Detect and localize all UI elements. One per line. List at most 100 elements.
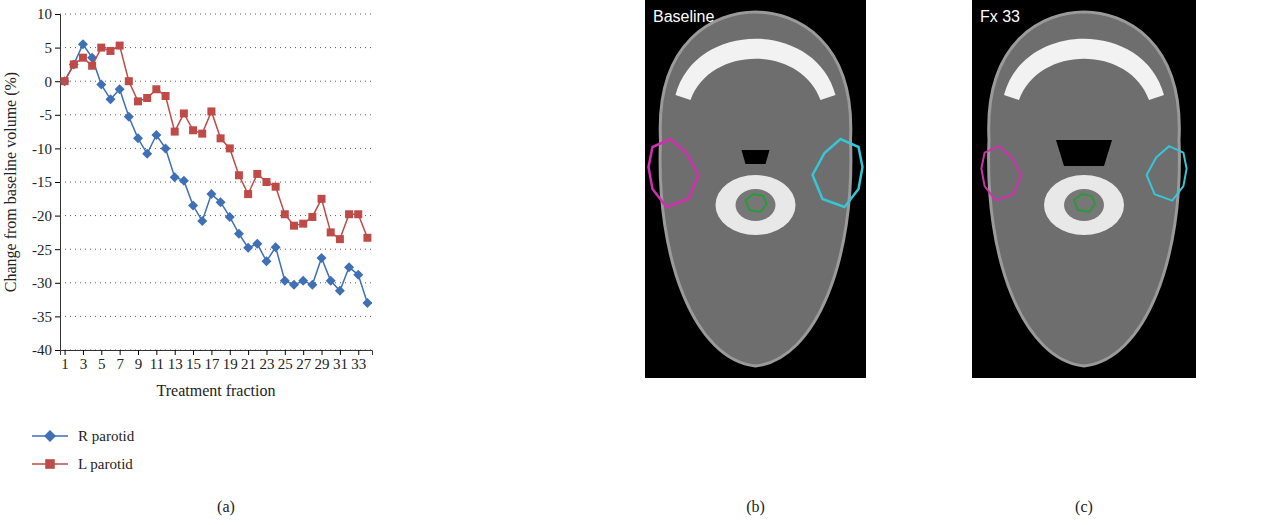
image-title: Baseline (653, 8, 714, 25)
spinal-canal (1064, 189, 1104, 221)
point (180, 109, 188, 117)
left-parotid-contour (813, 139, 863, 207)
tick-mark (65, 350, 66, 355)
point (261, 256, 271, 266)
point (252, 239, 262, 249)
series-line (65, 46, 368, 240)
point (281, 210, 289, 218)
tick-mark (322, 350, 323, 355)
tick-label: 29 (315, 356, 330, 372)
tick-label: 5 (45, 40, 53, 56)
vertebra (716, 175, 796, 235)
legend-marker (44, 430, 56, 442)
x-tick: 11 (150, 350, 164, 372)
tick-label: -30 (32, 275, 52, 291)
point (216, 197, 226, 207)
tick-label: 11 (150, 356, 164, 372)
point (179, 176, 189, 186)
tick-label: 19 (223, 356, 238, 372)
tick-mark (175, 350, 176, 355)
point (225, 212, 235, 222)
axis-line (55, 15, 61, 351)
y-axis-title: Change from baseline volume (%) (2, 72, 20, 292)
tick-label: 0 (45, 74, 53, 90)
y-tick: -25 (32, 242, 60, 258)
point (115, 84, 125, 94)
tick-mark (358, 350, 359, 355)
tick-label: 15 (186, 356, 201, 372)
point (354, 210, 362, 218)
tick-mark (55, 81, 60, 82)
vertebra (1044, 175, 1124, 235)
airway (742, 150, 770, 164)
head-outline (660, 12, 851, 366)
point (353, 270, 363, 280)
mandible (1004, 39, 1164, 100)
point (79, 54, 87, 62)
tick-label: 13 (168, 356, 183, 372)
point (253, 170, 261, 178)
panel-label: (b) (746, 498, 765, 516)
grid-line (60, 282, 372, 283)
point (344, 262, 354, 272)
x-axis: 13579111315171921232527293133 (61, 350, 373, 372)
tick-mark (303, 350, 304, 355)
point (152, 85, 160, 93)
point (142, 149, 152, 159)
point (206, 189, 216, 199)
tick-label: 25 (278, 356, 293, 372)
tick-label: 7 (116, 356, 124, 372)
tick-label: -15 (32, 174, 52, 190)
x-tick: 27 (296, 350, 312, 372)
y-tick: -5 (40, 107, 61, 123)
tick-label: 27 (296, 356, 312, 372)
legend: R parotid L parotid (32, 428, 135, 472)
tick-label: 21 (241, 356, 256, 372)
x-axis-title: Treatment fraction (157, 382, 276, 399)
figure: -40-35-30-25-20-15-10-505101357911131517… (0, 0, 1266, 525)
cord-contour (1074, 194, 1095, 212)
tick-mark (340, 350, 341, 355)
tick-label: -20 (32, 208, 52, 224)
tick-label: -40 (32, 342, 52, 358)
y-axis: -40-35-30-25-20-15-10-50510 (32, 6, 61, 358)
tick-mark (138, 350, 139, 355)
tick-mark (83, 350, 84, 355)
x-tick: 25 (278, 350, 293, 372)
tick-mark (266, 350, 267, 355)
y-tick: -15 (32, 174, 60, 190)
plot-area (60, 39, 372, 308)
tick-mark (55, 148, 60, 149)
x-tick: 17 (204, 350, 220, 372)
grid-line (60, 114, 372, 115)
grid-line (60, 81, 372, 82)
spinal-canal (736, 189, 776, 221)
legend-entry: L parotid (32, 456, 133, 472)
point (189, 126, 197, 134)
point (133, 133, 143, 143)
legend-entry: R parotid (32, 428, 135, 444)
panel-label: (a) (217, 498, 235, 516)
tick-mark (55, 283, 60, 284)
point (198, 130, 206, 138)
point (298, 276, 308, 286)
tick-label: 5 (98, 356, 106, 372)
y-tick: 10 (37, 6, 60, 22)
ct-image: Baseline (645, 0, 866, 378)
tick-label: -5 (40, 107, 53, 123)
point (97, 44, 105, 52)
point (289, 280, 299, 290)
head-outline (989, 12, 1180, 366)
point (271, 242, 281, 252)
right-parotid-contour (649, 139, 699, 207)
x-tick: 13 (168, 350, 183, 372)
point (61, 77, 69, 85)
point (345, 210, 353, 218)
point (134, 97, 142, 105)
point (234, 229, 244, 239)
x-tick: 21 (241, 350, 256, 372)
x-tick: 3 (80, 350, 88, 372)
point (217, 134, 225, 142)
ct-content (972, 0, 1196, 378)
y-tick: 0 (45, 74, 61, 90)
